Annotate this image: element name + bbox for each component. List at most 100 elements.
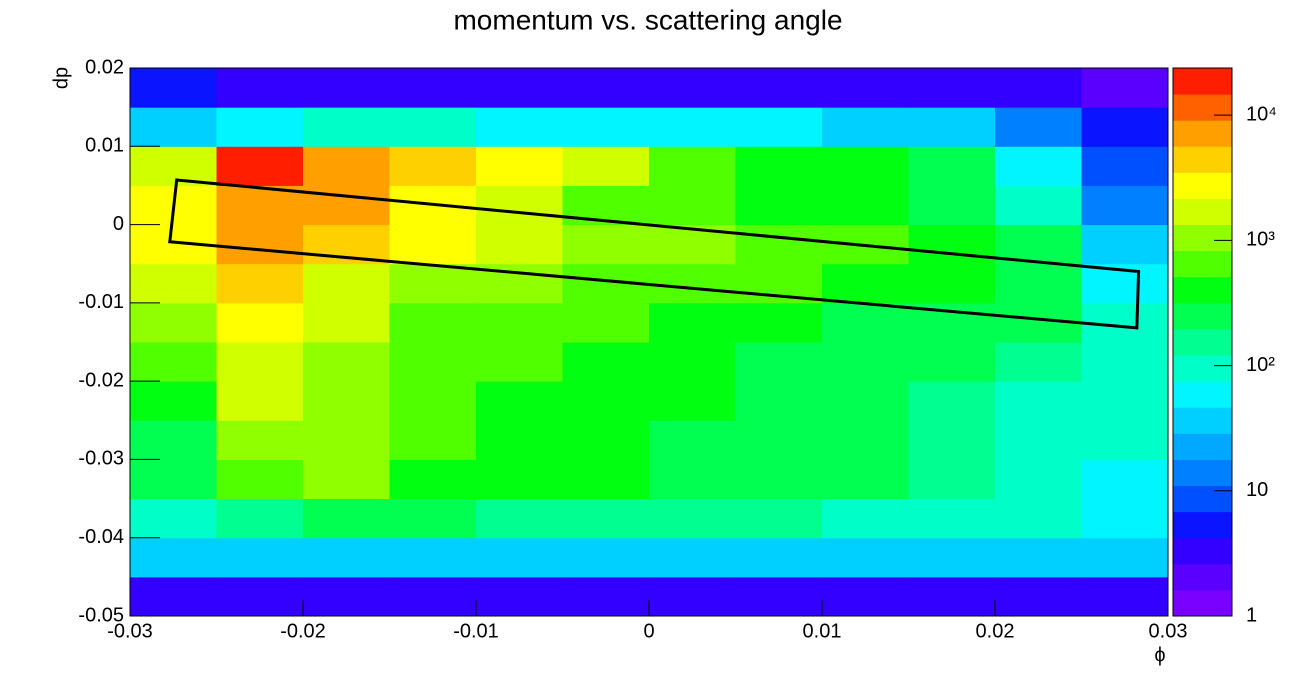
colorbar-box [1173,250,1232,278]
heatmap-cell [995,107,1082,147]
heatmap-cell [735,537,823,578]
y-axis-label: dp [50,67,72,89]
heatmap-cell [908,420,996,460]
heatmap-cell [216,146,304,186]
heatmap-cell [216,68,304,108]
colorbar-box [1173,276,1232,304]
heatmap-cell [735,146,823,186]
heatmap-cell [303,342,390,382]
heatmap-cell [649,459,736,500]
colorbar-box [1173,459,1232,487]
heatmap-cell [389,381,477,421]
heatmap-cell [822,576,909,617]
colorbar-box [1173,589,1232,617]
heatmap-cell [216,381,304,421]
heatmap-cell [908,576,996,617]
heatmap-cell [476,342,563,382]
heatmap-cell [389,107,477,147]
heatmap-cell [130,537,217,578]
heatmap-cell [216,420,304,460]
heatmap-cell [908,68,996,108]
heatmap-cell [1081,342,1169,382]
heatmap-cell [389,68,477,108]
heatmap-cell [562,302,650,343]
heatmap-cell [1081,146,1169,186]
cut-polygon [168,178,1141,330]
colorbar-tick-label: 1 [1246,604,1257,626]
heatmap-cell [1081,107,1169,147]
heatmap-cell [130,576,217,617]
heatmap-cell [908,381,996,421]
heatmap-cell [995,498,1082,539]
heatmap-cell [303,537,390,578]
heatmap-cell [908,224,996,265]
heatmap-cell [562,498,650,539]
heatmap-cell [130,459,217,500]
heatmap-cell [1081,224,1169,265]
y-tick-label: -0.02 [78,369,124,391]
colorbar-box [1173,537,1232,565]
heatmap-cell [476,459,563,500]
heatmap-cell [562,459,650,500]
heatmap-cell [389,263,477,304]
heatmap-cell [130,263,217,304]
heatmap-cell [389,342,477,382]
heatmap-cell [908,185,996,226]
heatmap-cell [303,107,390,147]
heatmap-cell [303,498,390,539]
heatmap-cell [822,146,909,186]
heatmap-cell [130,302,217,343]
heatmap-cell [1081,185,1169,226]
heatmap-cell [216,107,304,147]
y-tick-label: 0.02 [85,56,124,78]
heatmap-cell [562,146,650,186]
heatmap-cell [822,68,909,108]
x-tick-label: -0.03 [107,620,153,642]
x-tick-label: -0.02 [280,620,326,642]
heatmap-cell [562,381,650,421]
heatmap-cell [908,146,996,186]
y-tick-label: -0.03 [78,448,124,470]
heatmap-cell [476,302,563,343]
colorbar-box [1173,485,1232,513]
heatmap-cell [303,185,390,226]
heatmap-cell [130,342,217,382]
heatmap-cell [908,498,996,539]
heatmap-cell [303,68,390,108]
colorbar-tick-label: 10 [1246,479,1268,501]
colorbar-box [1173,68,1232,95]
heatmap-cell [389,420,477,460]
heatmap-cell [562,107,650,147]
heatmap-cell [735,185,823,226]
heatmap-cell [735,68,823,108]
heatmap-cell [303,146,390,186]
heatmap-cell [130,68,217,108]
heatmap-cell [389,302,477,343]
colorbar-tick-label: 10⁴ [1246,103,1277,125]
heatmap-cell [995,146,1082,186]
heatmap-cell [476,146,563,186]
heatmap-cell [389,498,477,539]
heatmap-cell [562,537,650,578]
heatmap-cell [649,381,736,421]
heatmap-cell [908,107,996,147]
heatmap-cell [735,381,823,421]
heatmap-cell [130,107,217,147]
heatmap-cell [649,185,736,226]
heatmap-cell [130,146,217,186]
colorbar-box [1173,120,1232,147]
heatmap-cell [735,498,823,539]
heatmap-cell [908,342,996,382]
colorbar-box [1173,563,1232,591]
colorbar-box [1173,433,1232,460]
heatmap-cell [389,576,477,617]
heatmap-cell [735,302,823,343]
heatmap-cell [822,302,909,343]
heatmap-cell [649,342,736,382]
heatmap-cell [735,107,823,147]
heatmap-cell [649,576,736,617]
heatmap-cell [995,381,1082,421]
heatmap-cell [995,342,1082,382]
y-tick-label: 0.01 [85,135,124,157]
colorbar-tick-label: 10³ [1246,229,1275,251]
